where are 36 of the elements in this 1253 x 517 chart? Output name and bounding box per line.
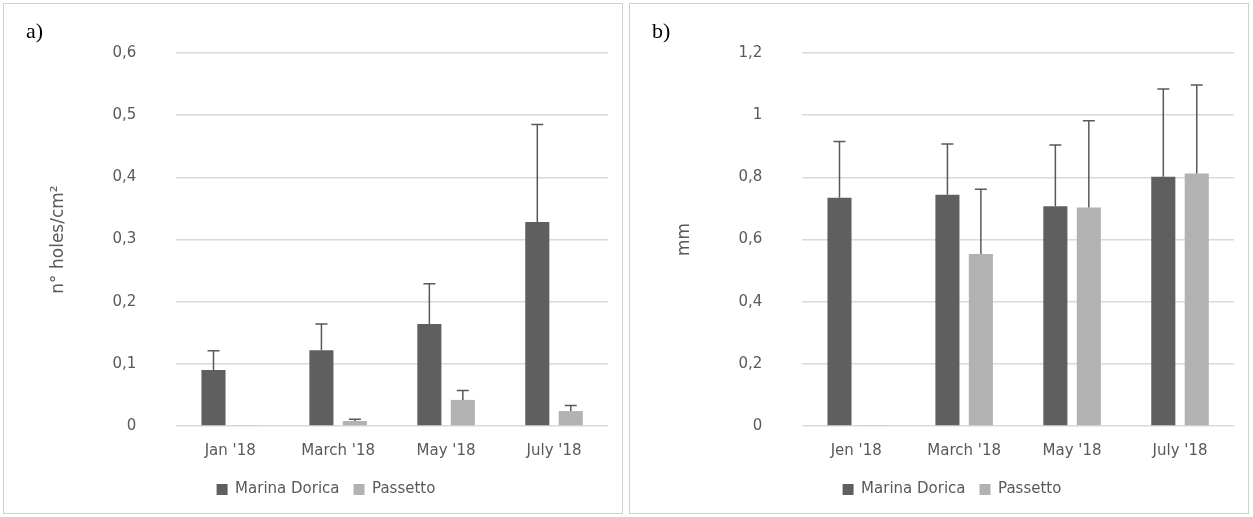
y-tick-label: 0,2 [112,291,137,310]
x-tick-label: July '18 [525,440,582,459]
bar [1076,207,1101,426]
x-tick-label: March '18 [301,440,376,459]
x-tick-label: March '18 [927,440,1002,459]
y-tick-label: 0 [752,415,763,434]
x-tick-label: May '18 [416,440,476,459]
bar [342,421,367,426]
y-tick-label: 1 [752,105,763,124]
y-tick-label: 0,3 [112,229,137,248]
legend-label: Passetto [372,479,436,498]
y-tick-label: 0,2 [738,353,763,372]
legend-label: Marina Dorica [861,479,966,498]
bar [968,254,993,426]
y-tick-label: 0,4 [112,167,137,186]
x-tick-label: Jan '18 [203,440,256,459]
y-tick-label: 0,5 [112,105,137,124]
y-tick-label: 1,2 [738,42,763,61]
y-tick-label: 0 [126,415,137,434]
x-tick-label: Jen '18 [829,440,882,459]
x-tick-label: July '18 [1151,440,1208,459]
y-tick-label: 0,8 [738,167,763,186]
legend-label: Passetto [998,479,1062,498]
text: a) [26,18,44,44]
y-tick-label: 0,1 [112,353,137,372]
bar [450,399,475,426]
y-tick-label: 0,6 [112,42,137,61]
y-tick-label: 0,4 [738,291,763,310]
text: b) [652,18,671,44]
y-axis-title: mm [672,222,693,257]
y-axis-title: n° holes/cm² [46,185,67,294]
bar [1184,173,1209,426]
x-tick-label: May '18 [1042,440,1102,459]
y-tick-label: 0,6 [738,229,763,248]
bar [558,411,583,426]
legend-label: Marina Dorica [235,479,340,498]
